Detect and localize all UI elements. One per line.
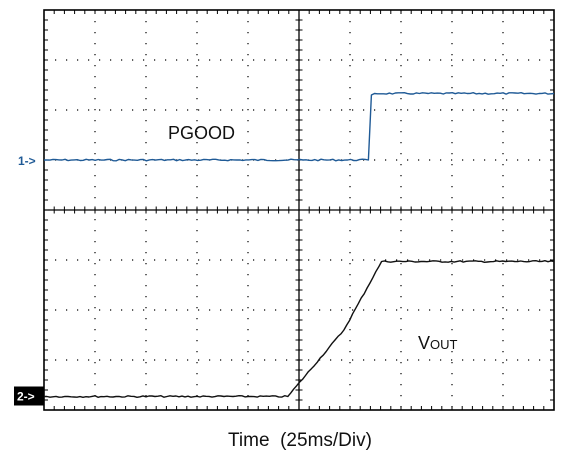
annotation-vout-sub: OUT — [430, 337, 458, 352]
marker-box-ch2 — [14, 386, 44, 406]
graticule-grid — [43, 9, 555, 411]
trace-ch2 — [44, 260, 555, 398]
channel-markers: 1-> 2-> — [14, 154, 44, 406]
annotation-vout-main: V — [418, 333, 430, 353]
annotations: PGOOD VOUT — [168, 123, 458, 353]
marker-ch1: 1-> — [18, 154, 36, 168]
trace-ch1 — [44, 92, 555, 162]
marker-ch2: 2-> — [17, 390, 35, 404]
traces — [44, 92, 555, 398]
annotation-pgood: PGOOD — [168, 123, 235, 143]
plot-border — [43, 9, 555, 411]
annotation-vout: VOUT — [418, 333, 458, 353]
x-axis-label: Time (25ms/Div) — [228, 430, 372, 451]
